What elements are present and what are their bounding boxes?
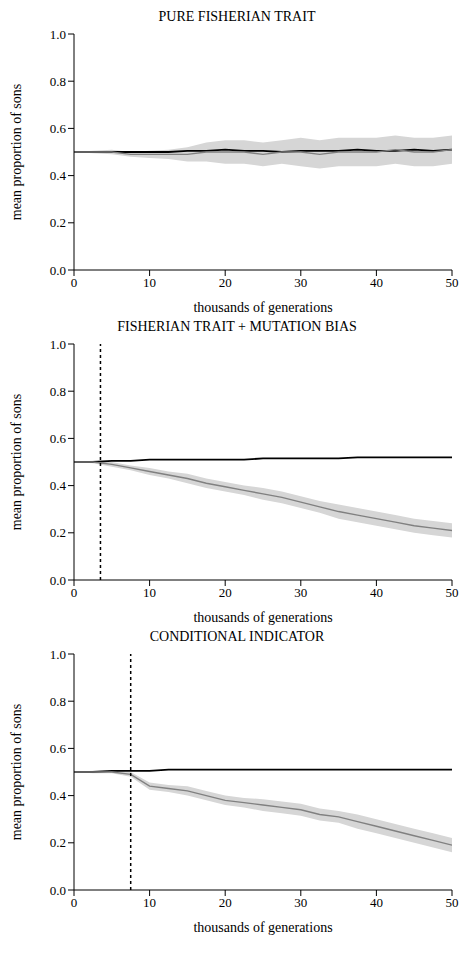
svg-text:40: 40 — [370, 585, 383, 600]
svg-text:thousands of generations: thousands of generations — [193, 300, 332, 315]
svg-text:20: 20 — [219, 275, 232, 290]
svg-text:50: 50 — [446, 895, 459, 910]
svg-text:20: 20 — [219, 895, 232, 910]
svg-text:10: 10 — [143, 275, 156, 290]
svg-text:0.0: 0.0 — [50, 263, 66, 278]
svg-text:0.2: 0.2 — [50, 215, 66, 230]
svg-text:30: 30 — [294, 895, 307, 910]
svg-text:mean proportion of sons: mean proportion of sons — [9, 394, 24, 530]
svg-text:0.0: 0.0 — [50, 573, 66, 588]
svg-text:0: 0 — [71, 275, 78, 290]
html-text:PURE FISHERIAN TRAIT: PURE FISHERIAN TRAIT — [158, 9, 316, 24]
svg-text:0.6: 0.6 — [50, 741, 67, 756]
svg-text:0.6: 0.6 — [50, 431, 67, 446]
svg-text:0.4: 0.4 — [50, 788, 67, 803]
svg-text:1.0: 1.0 — [50, 647, 66, 662]
svg-text:0: 0 — [71, 585, 78, 600]
svg-text:0.8: 0.8 — [50, 384, 66, 399]
svg-text:0.0: 0.0 — [50, 883, 66, 898]
svg-text:20: 20 — [219, 585, 232, 600]
svg-text:thousands of generations: thousands of generations — [193, 610, 332, 625]
svg-text:10: 10 — [143, 585, 156, 600]
svg-text:50: 50 — [446, 275, 459, 290]
svg-text:30: 30 — [294, 275, 307, 290]
svg-text:0.2: 0.2 — [50, 835, 66, 850]
svg-text:0.8: 0.8 — [50, 74, 66, 89]
svg-text:mean proportion of sons: mean proportion of sons — [9, 704, 24, 840]
svg-text:thousands of generations: thousands of generations — [193, 920, 332, 935]
svg-text:40: 40 — [370, 895, 383, 910]
svg-text:30: 30 — [294, 585, 307, 600]
svg-text:0.4: 0.4 — [50, 168, 67, 183]
svg-text:10: 10 — [143, 895, 156, 910]
svg-text:0.8: 0.8 — [50, 694, 66, 709]
svg-text:mean proportion of sons: mean proportion of sons — [9, 84, 24, 220]
svg-text:1.0: 1.0 — [50, 27, 66, 42]
html-text:CONDITIONAL INDICATOR: CONDITIONAL INDICATOR — [149, 629, 325, 644]
svg-text:0.2: 0.2 — [50, 525, 66, 540]
svg-text:0.6: 0.6 — [50, 121, 67, 136]
svg-text:40: 40 — [370, 275, 383, 290]
svg-text:1.0: 1.0 — [50, 337, 66, 352]
html-text:FISHERIAN TRAIT + MUTATION BIA: FISHERIAN TRAIT + MUTATION BIAS — [117, 319, 357, 334]
svg-text:0: 0 — [71, 895, 78, 910]
svg-text:50: 50 — [446, 585, 459, 600]
svg-text:0.4: 0.4 — [50, 478, 67, 493]
